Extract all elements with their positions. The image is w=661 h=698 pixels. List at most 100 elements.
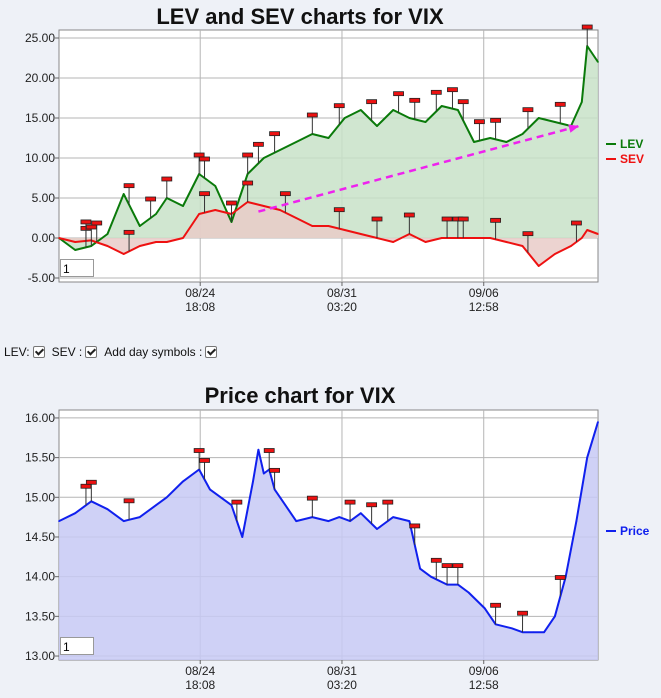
day-marker-flag [123,229,135,235]
data-point-price [543,631,545,634]
data-point-lev [376,125,378,127]
trend-arrow-head [568,124,580,133]
data-point-lev [295,141,297,143]
data-point-lev [392,109,394,111]
data-point-sev [505,241,508,243]
data-point-sev [58,237,60,239]
x-tick-label-time: 03:20 [327,678,357,692]
data-point-price [166,496,168,499]
day-marker-flag [490,217,501,223]
day-marker-flag [80,483,92,489]
chart-title-lev-sev: LEV and SEV charts for VIX [156,4,444,29]
day-marker-flag [253,141,264,147]
day-marker-flag [517,610,528,616]
data-point-price [430,575,432,578]
data-point-lev [537,117,540,119]
data-point-sev [139,245,141,247]
day-marker-flag [490,117,501,123]
data-point-sev [440,237,443,239]
x-tick-label-date: 08/24 [185,664,215,678]
data-point-price [155,504,157,507]
data-point-price [554,615,556,618]
day-marker-flag [366,99,378,105]
x-tick-label-time: 12:58 [469,300,499,314]
data-point-price [74,512,76,514]
data-point-price [122,520,125,522]
data-point-price [532,631,535,634]
day-marker-flag [457,99,469,105]
x-tick-label-time: 18:08 [185,300,215,314]
data-point-lev [343,117,346,119]
series-area-sev [59,202,598,266]
day-marker-flag [91,220,103,226]
legend-label-lev: LEV [620,137,643,151]
day-marker-flag [263,448,275,453]
x-tick-label-date: 08/31 [327,286,357,300]
data-point-price [58,520,60,522]
day-marker-flag [430,557,442,563]
day-marker-flag [199,191,210,197]
data-point-price [182,480,184,483]
data-point-lev [106,233,109,235]
data-point-price [392,516,394,518]
x-tick-label-time: 03:20 [327,300,357,314]
data-point-price [106,508,109,511]
day-marker-flag [306,495,318,501]
y-tick-label: 20.00 [25,71,55,85]
day-marker-flag [393,91,404,97]
day-marker-flag [193,448,205,453]
data-point-price [575,520,578,522]
price-period-input[interactable]: 1 [60,637,94,655]
sev-checkbox[interactable] [85,346,98,358]
legend-label-price: Price [620,524,650,538]
series-toggle-controls: LEV: SEV : Add day symbols : [4,345,221,359]
data-point-sev [554,253,556,255]
day-marker-flag [161,176,173,182]
data-point-lev [554,121,556,123]
day-marker-flag [199,156,210,162]
y-tick-label: -5.00 [28,271,56,285]
data-point-lev [424,121,427,123]
lev-checkbox[interactable] [32,346,45,358]
x-tick-label-time: 12:58 [469,678,499,692]
lev-sev-period-input[interactable]: 1 [60,259,94,277]
data-point-lev [457,109,459,111]
data-point-lev [214,185,217,187]
day-marker-flag [269,467,281,473]
series-area-price [59,421,598,660]
data-point-lev [473,141,475,143]
day-marker-flag [85,479,97,485]
day-marker-flag [269,131,281,137]
day-marker-flag [123,498,135,504]
data-point-price [263,472,265,475]
day-symbols-checkbox[interactable] [205,346,218,358]
data-point-price [376,528,378,530]
lev-toggle-label: LEV: [4,345,30,359]
y-tick-label: 0.00 [32,231,56,245]
data-point-price [257,448,260,451]
y-tick-label: 25.00 [25,31,55,45]
data-point-price [484,607,486,610]
day-marker-flag [344,499,356,505]
chart-title-price: Price chart for VIX [204,383,396,408]
day-marker-flag [242,152,254,158]
day-marker-flag [366,502,378,508]
day-marker-flag [80,219,92,225]
legend-label-sev: SEV [620,152,644,166]
data-point-price [252,480,254,483]
day-marker-flag [571,220,582,226]
data-point-sev [581,237,583,239]
data-point-sev [279,209,281,211]
day-marker-flag [409,97,421,103]
day-marker-flag [430,89,442,95]
day-marker-flag [452,563,464,569]
data-point-price [139,516,141,518]
data-point-sev [74,241,76,243]
x-tick-label-date: 08/24 [185,286,215,300]
y-tick-label: 14.00 [25,570,55,584]
data-point-sev [166,241,168,243]
data-point-sev [327,225,330,227]
y-tick-label: 15.00 [25,111,55,125]
data-point-lev [360,109,362,111]
